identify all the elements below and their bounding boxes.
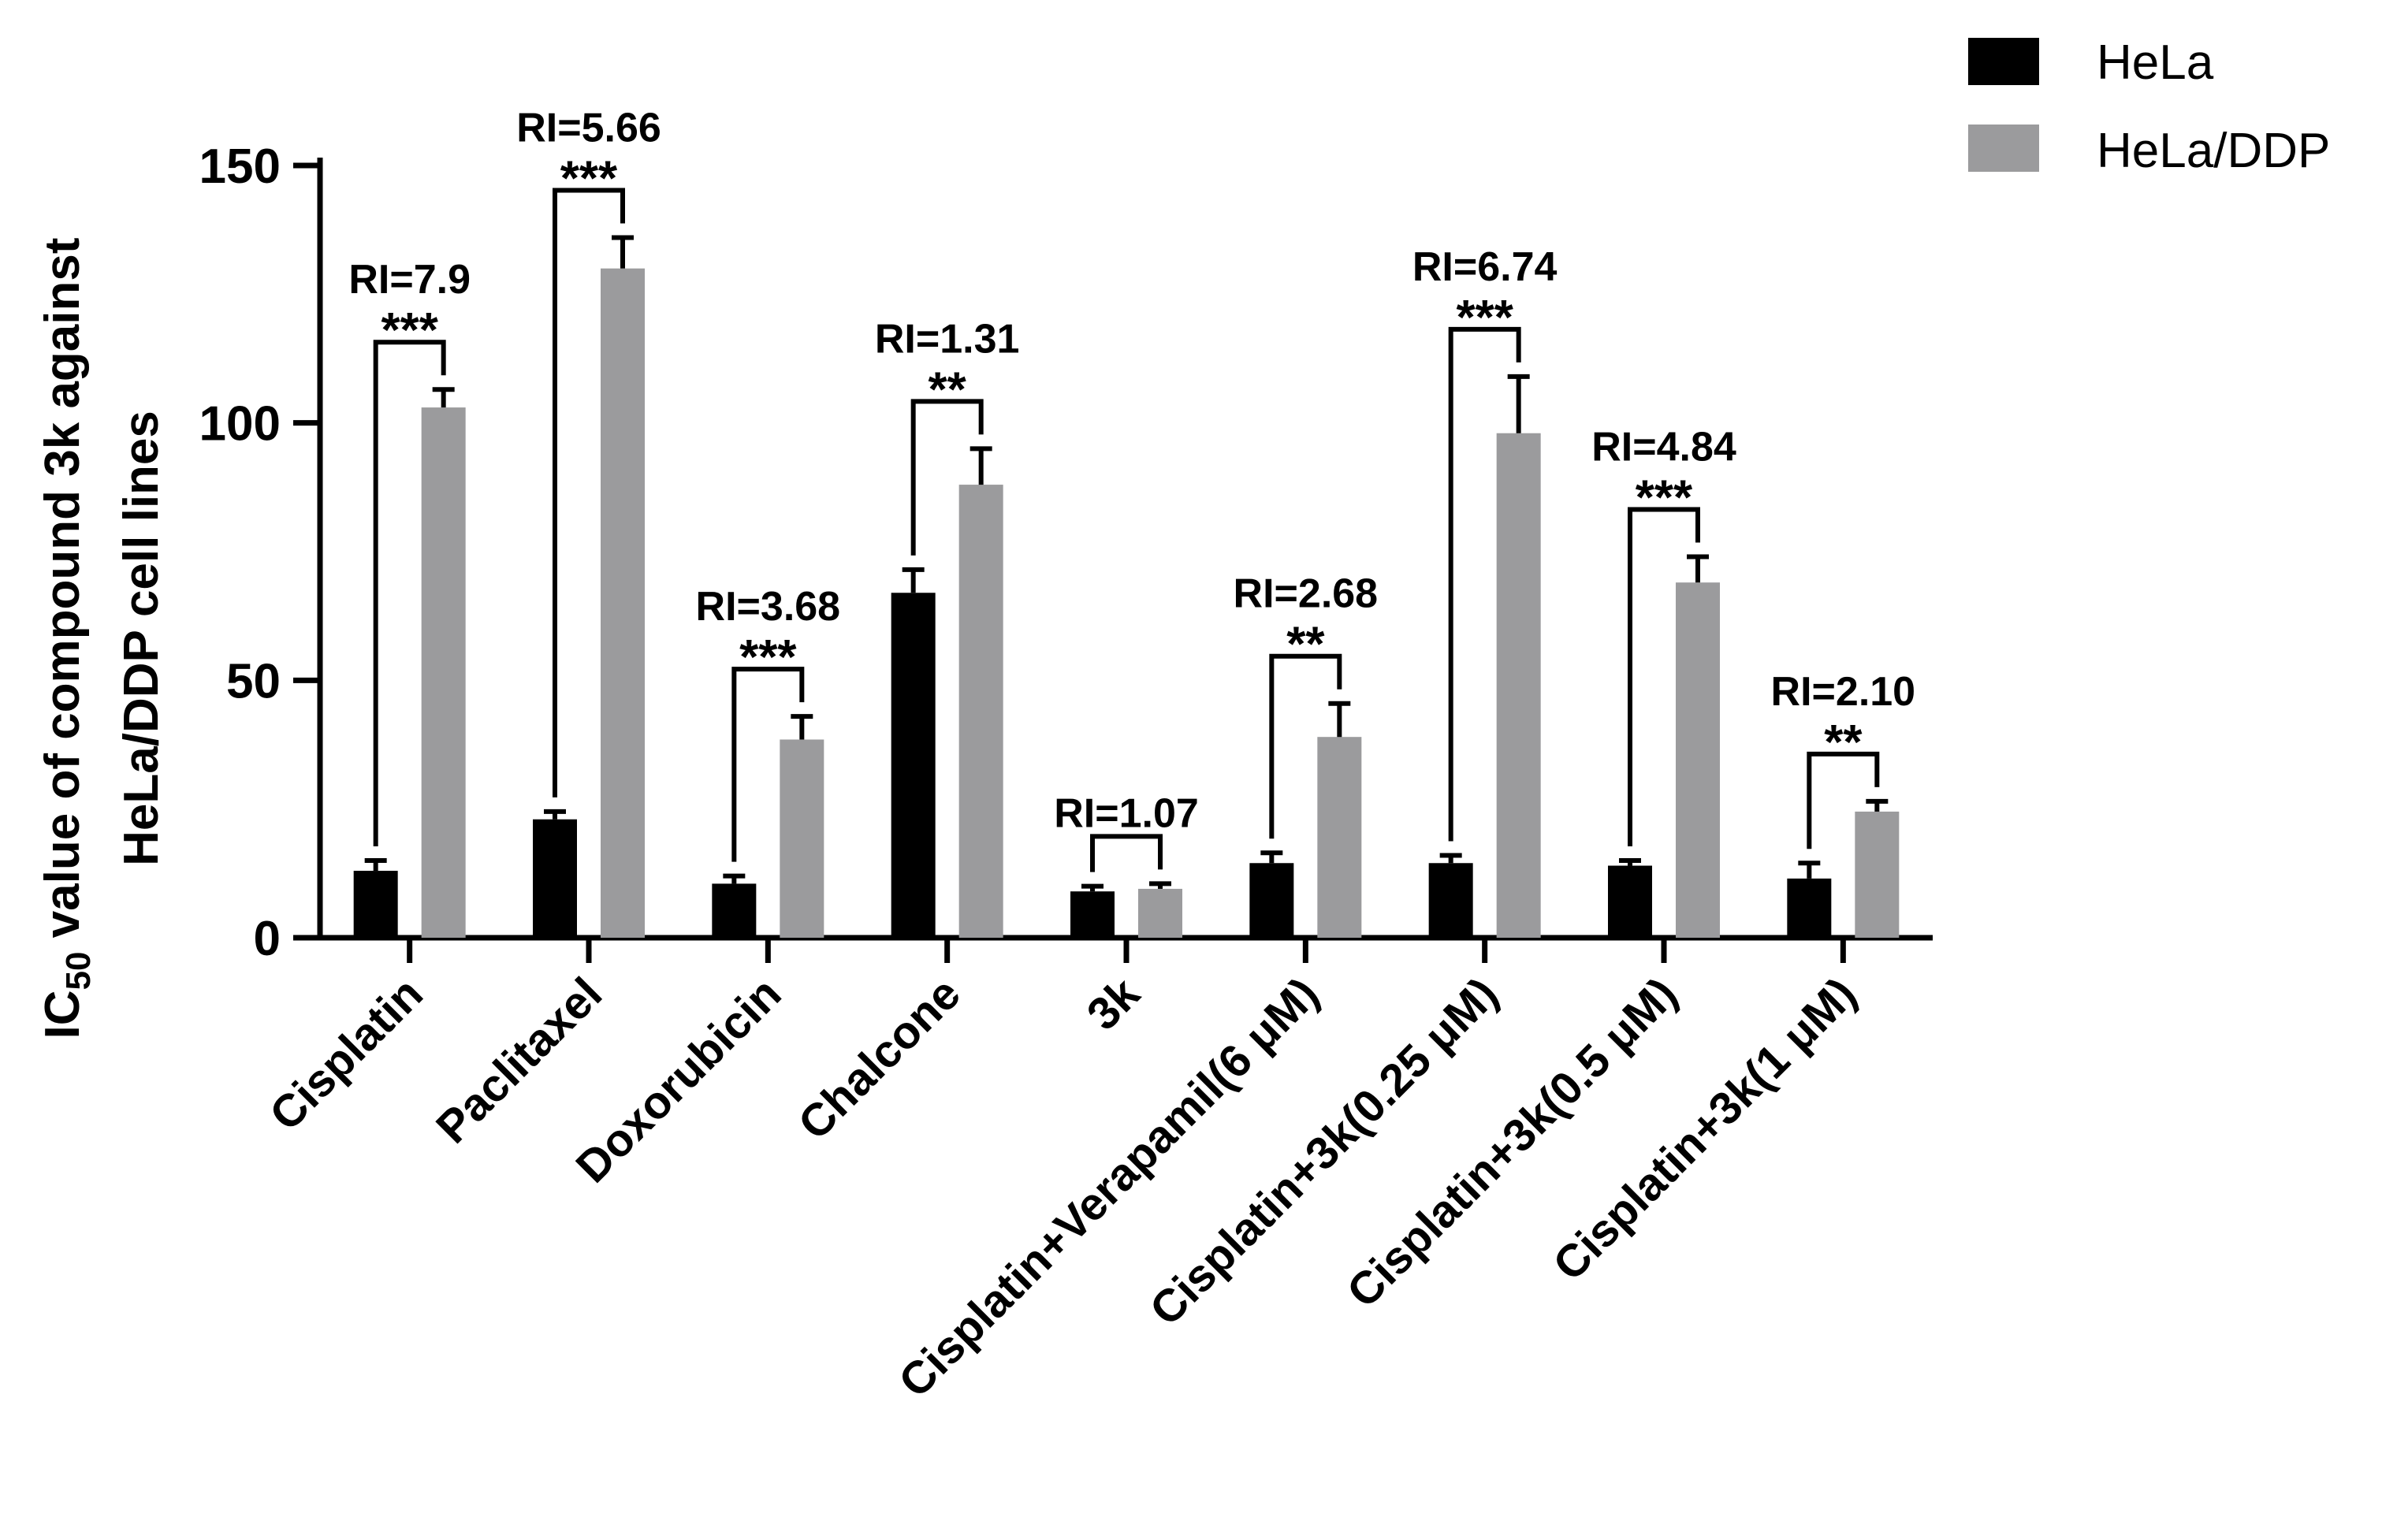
ri-label: RI=7.9 [348,257,471,303]
bar-hela [1787,878,1832,938]
y-tick-label: 150 [199,139,281,194]
y-ticks: 0 50 100 150 [199,139,320,966]
y-axis-title-suffix: value of compound 3k against [35,237,90,951]
bar-hela-ddp [780,739,824,938]
y-axis-title-prefix: IC [35,991,90,1039]
ri-label: RI=1.31 [875,316,1020,362]
ri-label: RI=2.68 [1234,571,1379,617]
legend-label-hela: HeLa [2097,35,2214,90]
legend: HeLa HeLa/DDP [1968,35,2330,178]
significance-stars: *** [1636,471,1693,526]
bar-hela [1249,863,1294,938]
x-tick-label: Cisplatin+3k(0.25 μM) [1140,968,1508,1336]
bar-hela-ddp [1138,888,1182,938]
bar-hela [712,883,757,938]
y-axis-title-subscript: 50 [59,952,98,991]
bar-hela-ddp [1855,811,1900,938]
significance-stars: ** [929,362,967,417]
y-tick-label: 100 [199,397,281,452]
legend-label-hela-ddp: HeLa/DDP [2097,124,2330,178]
significance-bracket [1090,834,1163,872]
bar-hela [1608,865,1652,938]
bar-hela-ddp [1496,433,1541,938]
ri-label: RI=3.68 [696,584,841,630]
bar-hela-ddp [1676,582,1720,938]
x-tick-label: Paclitaxel [426,968,612,1153]
significance-bracket [1807,751,1880,849]
y-tick-label: 0 [254,912,281,966]
bar-hela-ddp [601,268,645,939]
bar-hela [891,593,936,938]
significance-stars: *** [381,303,438,358]
significance-stars: *** [739,630,797,685]
ri-label: RI=4.84 [1591,425,1736,470]
bar-hela-ddp [1317,737,1362,938]
annotations: ***RI=7.9***RI=5.66***RI=3.68**RI=1.31RI… [348,105,1915,872]
bars [353,235,1900,939]
bar-hela [533,819,577,938]
y-tick-label: 50 [226,654,281,708]
significance-bracket [731,667,805,862]
significance-bracket [1628,507,1700,846]
bar-hela-ddp [421,407,466,938]
significance-stars: *** [1456,291,1513,345]
x-tick-label: Cisplatin+3k(0.5 μM) [1337,968,1687,1318]
ri-label: RI=6.74 [1412,244,1558,290]
bar-hela-ddp [958,485,1003,938]
x-tick-label: Cisplatin [260,968,433,1140]
y-axis-title-line2: HeLa/DDP cell lines [114,411,169,866]
significance-bracket [910,399,984,556]
legend-swatch-hela-ddp [1968,125,2039,172]
significance-bracket [1448,326,1521,842]
significance-stars: ** [1286,618,1325,672]
legend-swatch-hela [1968,38,2039,85]
bar-hela [1428,863,1473,938]
significance-stars: ** [1824,716,1863,770]
significance-stars: *** [560,151,618,206]
significance-bracket [553,188,625,797]
ri-label: RI=5.66 [516,105,661,151]
ri-label: RI=1.07 [1054,790,1199,836]
significance-bracket [1269,653,1342,839]
bar-hela [353,871,398,938]
bar-hela [1070,891,1115,938]
ri-label: RI=2.10 [1771,669,1916,715]
x-tick-label: Cisplatin+3k(1 μM) [1543,968,1866,1290]
y-axis-title: IC50 value of compound 3k against [35,237,98,1039]
x-tick-label: Chalcone [788,968,970,1150]
significance-bracket [373,340,446,846]
x-tick-label: 3k [1077,968,1150,1040]
